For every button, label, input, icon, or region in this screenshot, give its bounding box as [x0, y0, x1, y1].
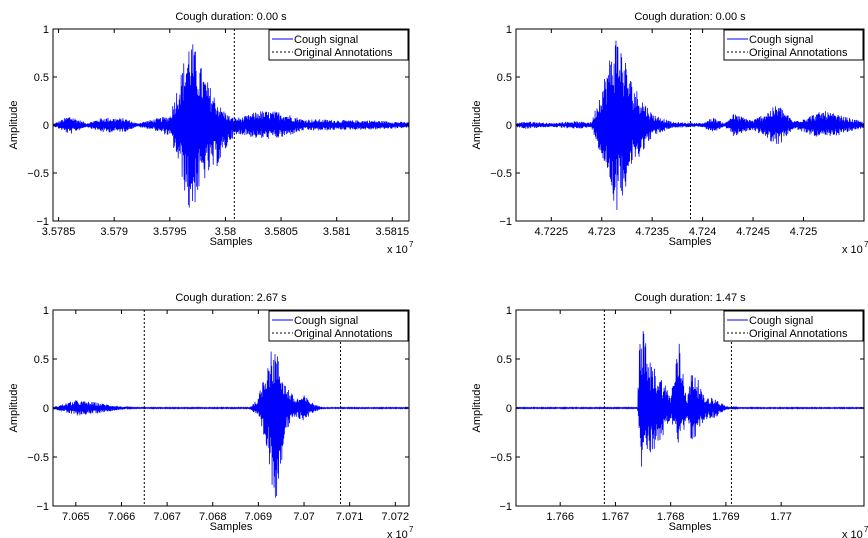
- y-tick-label: 1: [506, 305, 512, 317]
- y-axis-label: Amplitude: [8, 384, 20, 433]
- x-exponent-label: x 10: [842, 529, 863, 538]
- subplot-3: 7.065 7.066 7.067 7.068 7.069 7.07 7.071 7.072 −…: [8, 292, 414, 538]
- cough-signal-trace: [516, 40, 864, 211]
- y-tick-label: −0.5: [27, 452, 49, 464]
- y-tick-label: −0.5: [490, 168, 512, 180]
- y-tick-label: 0.5: [497, 72, 512, 84]
- y-tick-label: 0.5: [497, 354, 512, 366]
- x-tick-label: 3.5785: [42, 226, 76, 238]
- x-exponent-power: 7: [864, 240, 868, 249]
- y-tick-label: 0.5: [34, 354, 49, 366]
- y-tick-label: 1: [43, 305, 49, 317]
- x-axis-label: Samples: [669, 236, 712, 248]
- x-exponent-label: x 10: [387, 529, 408, 538]
- chart-title: Cough duration: 0.00 s: [175, 11, 287, 23]
- y-tick-label: −0.5: [27, 168, 49, 180]
- y-tick-label: 0: [43, 120, 49, 132]
- x-tick-label: 7.066: [108, 511, 136, 523]
- chart-title: Cough duration: 1.47 s: [634, 292, 746, 304]
- x-tick-label: 4.723: [588, 226, 616, 238]
- subplot-2: 4.7225 4.723 4.7235 4.724 4.7245 4.725 −1 −0.5 0…: [471, 11, 868, 256]
- x-tick-label: 3.5795: [153, 226, 187, 238]
- x-exponent-label: x 10: [387, 244, 408, 256]
- legend-entry-annotations: Original Annotations: [294, 328, 393, 340]
- y-tick-label: −1: [499, 501, 512, 513]
- x-tick-label: 4.7245: [736, 226, 770, 238]
- x-tick-label: 1.767: [602, 511, 630, 523]
- x-tick-label: 3.579: [100, 226, 128, 238]
- legend-entry-signal: Cough signal: [749, 34, 813, 46]
- legend-entry-signal: Cough signal: [294, 315, 358, 327]
- x-tick-label: 1.766: [546, 511, 574, 523]
- y-tick-label: −1: [36, 216, 49, 228]
- legend-entry-annotations: Original Annotations: [294, 47, 393, 59]
- y-tick-label: 1: [43, 24, 49, 36]
- x-tick-label: 7.069: [245, 511, 273, 523]
- x-tick-label: 7.065: [62, 511, 90, 523]
- x-exponent-power: 7: [409, 525, 414, 534]
- y-tick-label: 0: [506, 403, 512, 415]
- legend-box: [268, 310, 409, 342]
- legend-box: [268, 29, 409, 61]
- y-axis-label: Amplitude: [8, 101, 20, 150]
- x-tick-label: 3.58: [215, 226, 236, 238]
- chart-title: Cough duration: 0.00 s: [634, 11, 746, 23]
- x-tick-label: 1.769: [712, 511, 740, 523]
- x-tick-label: 7.07: [293, 511, 314, 523]
- x-tick-label: 1.768: [657, 511, 685, 523]
- subplot-4: 1.766 1.767 1.768 1.769 1.77 −1 −0.5 0 0.5 1 Cough…: [471, 292, 868, 538]
- x-exponent-label: x 10: [842, 244, 863, 256]
- x-tick-label: 7.067: [153, 511, 181, 523]
- legend-box: [723, 310, 864, 342]
- x-tick-label: 4.724: [689, 226, 717, 238]
- y-tick-label: 0.5: [34, 72, 49, 84]
- y-tick-label: 0: [506, 120, 512, 132]
- y-tick-label: −1: [499, 216, 512, 228]
- x-exponent-power: 7: [409, 240, 414, 249]
- x-tick-label: 3.581: [323, 226, 351, 238]
- x-exponent-power: 7: [864, 525, 868, 534]
- x-tick-label: 7.071: [336, 511, 364, 523]
- y-tick-label: −0.5: [490, 452, 512, 464]
- x-tick-label: 4.7235: [635, 226, 669, 238]
- y-axis-label: Amplitude: [471, 384, 483, 433]
- x-tick-label: 3.5815: [375, 226, 409, 238]
- cough-signal-trace: [53, 44, 409, 208]
- chart-title: Cough duration: 2.67 s: [175, 292, 287, 304]
- subplot-1: 3.5785 3.579 3.5795 3.58 3.5805 3.581 3.5815 −1…: [8, 11, 414, 256]
- x-axis-label: Samples: [210, 236, 253, 248]
- x-axis-label: Samples: [669, 521, 712, 533]
- x-tick-label: 4.725: [790, 226, 818, 238]
- y-axis-label: Amplitude: [471, 101, 483, 150]
- y-tick-label: 0: [43, 403, 49, 415]
- x-axis-label: Samples: [210, 521, 253, 533]
- y-tick-label: −1: [36, 501, 49, 513]
- legend-entry-annotations: Original Annotations: [749, 47, 848, 59]
- x-tick-label: 7.072: [382, 511, 410, 523]
- x-tick-label: 4.7225: [534, 226, 568, 238]
- cough-signal-trace: [53, 351, 409, 498]
- x-tick-label: 1.77: [770, 511, 791, 523]
- legend-box: [723, 29, 864, 61]
- legend-entry-signal: Cough signal: [749, 315, 813, 327]
- x-tick-label: 3.5805: [264, 226, 298, 238]
- y-tick-label: 1: [506, 24, 512, 36]
- x-tick-label: 7.068: [199, 511, 227, 523]
- cough-signal-trace: [516, 331, 864, 467]
- legend-entry-annotations: Original Annotations: [749, 328, 848, 340]
- legend-entry-signal: Cough signal: [294, 34, 358, 46]
